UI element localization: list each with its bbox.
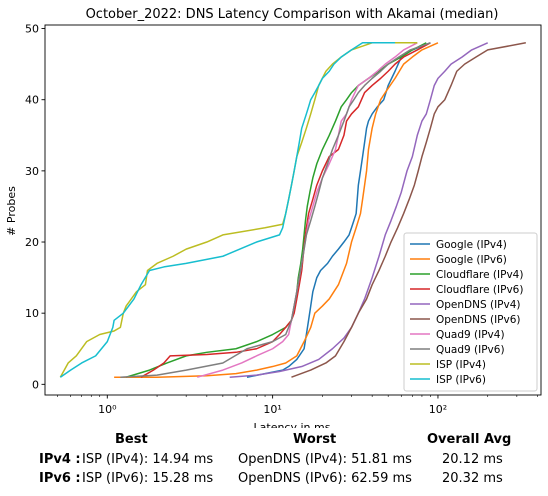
legend-label-opendns-ipv6: OpenDNS (IPv6) (436, 314, 521, 326)
x-tick-label: 10⁰ (98, 403, 117, 416)
ipv6-worst-value: OpenDNS (IPv6): 62.59 ms (238, 471, 412, 486)
x-tick-label: 10¹ (263, 403, 281, 416)
ipv4-overall-value: 20.12 ms (442, 452, 503, 467)
y-tick-label: 40 (25, 94, 39, 107)
worst-header: Worst (293, 432, 337, 447)
y-axis-label: # Probes (5, 186, 18, 236)
plot-area (44, 24, 542, 396)
series-line-cloudflare-ipv4 (125, 42, 427, 378)
x-tick-label: 10² (429, 403, 447, 416)
legend-box (403, 232, 538, 392)
legend-label-isp-ipv4: ISP (IPv4) (436, 359, 486, 371)
legend-label-isp-ipv6: ISP (IPv6) (436, 374, 486, 386)
ipv6-best-value: ISP (IPv6): 15.28 ms (82, 471, 214, 486)
x-axis-label: Latency in ms (254, 421, 331, 428)
ipv4-best-value: ISP (IPv4): 14.94 ms (82, 452, 214, 467)
legend-label-quad9-ipv6: Quad9 (IPv6) (436, 344, 505, 356)
ipv6-row-label: IPv6 : (39, 471, 81, 486)
series-line-google-ipv6 (114, 42, 439, 378)
ipv4-row-label: IPv4 : (39, 452, 81, 467)
series-line-quad9-ipv6 (120, 42, 431, 378)
x-axis: 10⁰ 10¹ 10² (57, 395, 538, 416)
series-line-quad9-ipv4 (197, 42, 418, 378)
ipv6-overall-value: 20.32 ms (442, 471, 503, 486)
legend-label-quad9-ipv4: Quad9 (IPv4) (436, 329, 505, 341)
y-axis: 0 10 20 30 40 50 (25, 23, 45, 391)
series-line-isp-ipv6 (59, 42, 396, 378)
ipv4-worst-value: OpenDNS (IPv4): 51.81 ms (238, 452, 412, 467)
legend-label-cloudflare-ipv4: Cloudflare (IPv4) (436, 269, 523, 281)
legend: Google (IPv4) Google (IPv6) Cloudflare (IP… (403, 232, 538, 392)
legend-label-cloudflare-ipv6: Cloudflare (IPv6) (436, 284, 523, 296)
y-tick-label: 20 (25, 236, 39, 249)
y-tick-label: 0 (32, 378, 39, 391)
dns-latency-chart: October_2022: DNS Latency Comparison wit… (5, 7, 542, 428)
series-lines (59, 42, 526, 378)
series-line-cloudflare-ipv6 (140, 42, 431, 378)
overall-avg-header: Overall Avg (427, 432, 512, 447)
y-tick-label: 10 (25, 307, 39, 320)
y-tick-label: 30 (25, 165, 39, 178)
chart-title: October_2022: DNS Latency Comparison wit… (86, 7, 499, 22)
legend-label-google-ipv6: Google (IPv6) (436, 254, 507, 266)
series-line-opendns-ipv6 (291, 42, 526, 378)
series-line-google-ipv4 (246, 42, 431, 378)
plot-frame (44, 24, 542, 396)
summary-table: Best Worst Overall Avg IPv4 : ISP (IPv4)… (0, 428, 548, 496)
legend-label-google-ipv4: Google (IPv4) (436, 239, 507, 251)
legend-label-opendns-ipv4: OpenDNS (IPv4) (436, 299, 521, 311)
y-tick-label: 50 (25, 23, 39, 36)
series-line-opendns-ipv4 (229, 42, 489, 378)
best-header: Best (115, 432, 148, 447)
